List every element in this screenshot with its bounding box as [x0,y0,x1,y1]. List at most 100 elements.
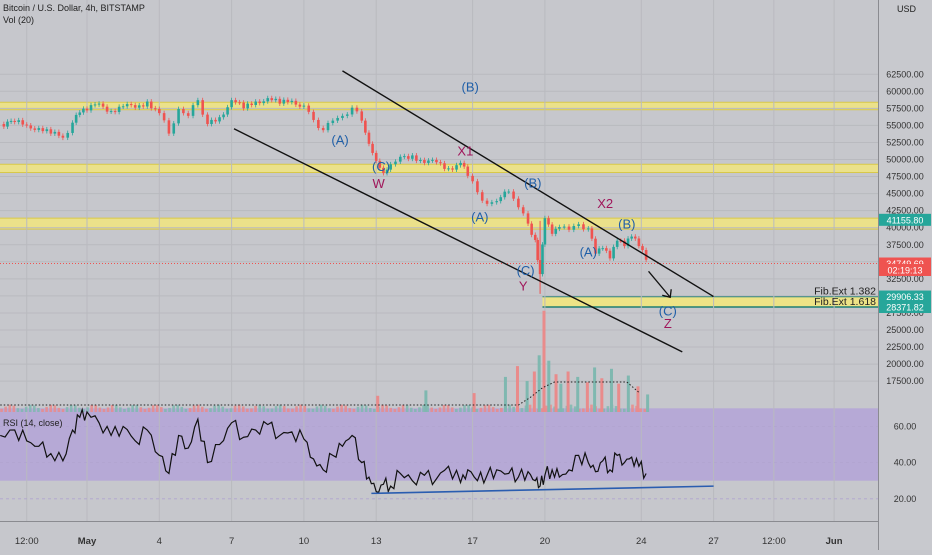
volume-bar [196,404,200,412]
volume-bar [24,406,28,412]
candle [109,111,113,113]
volume-bar [561,408,565,412]
candle [586,228,590,230]
candle [536,239,539,261]
candle [321,128,325,131]
candle [480,192,484,201]
volume-bar [299,404,302,412]
price-tick-label: 42500.00 [886,206,924,216]
volume-bar [282,406,286,412]
volume-bar [340,404,343,412]
volume-bar [311,408,315,412]
price-badge-label: 02:19:13 [887,265,922,275]
volume-bar [622,408,626,412]
price-tick-label: 37500.00 [886,240,924,250]
volume-bar [69,404,73,412]
candle [439,162,442,164]
volume-bar [164,408,167,412]
candle [495,201,498,203]
volume-bar [323,405,327,412]
volume-bar [94,405,98,412]
candle [364,120,367,133]
volume-bar [33,405,36,412]
volume-bar [598,408,602,412]
volume-bar [376,395,380,412]
candle [238,102,241,104]
candle [512,191,515,199]
volume-ma-line [0,381,640,406]
candle [101,103,105,107]
volume-bar [590,404,593,412]
candle [382,167,385,174]
candle [407,156,410,159]
candle [385,169,389,174]
candle [423,160,426,163]
volume-bar [57,407,61,412]
rsi-band [0,408,878,481]
volume-bar [569,404,573,412]
volume-bar [508,404,511,412]
volume-bar [397,407,401,412]
volume-bar [487,404,491,412]
arrow-head [662,289,672,299]
currency-label[interactable]: USD [897,4,917,14]
candle [186,113,190,116]
volume-bar [237,404,241,412]
candle [117,106,121,112]
volume-bar [139,407,143,412]
candle [419,160,422,162]
volume-bar [315,406,319,412]
candle [443,163,446,169]
candle [182,109,185,114]
volume-bar [593,367,597,412]
candle [298,104,302,107]
candle [37,128,41,130]
candle [455,165,458,170]
volume-bar [192,405,196,412]
candle [93,104,97,106]
candle [250,103,253,105]
candle [29,125,33,129]
price-tick-label: 57500.00 [886,103,924,113]
volume-bar [213,405,216,412]
candle [172,123,176,134]
volume-bar [4,406,7,412]
volume-bar [585,382,589,412]
rsi-tick-label: 20.00 [894,494,917,504]
volume-bar [438,407,442,412]
volume-bar [525,380,529,412]
volume-bar [319,404,323,412]
volume-bar [541,408,544,412]
candle [326,123,330,131]
volume-bar [114,405,118,412]
volume-bar [45,406,48,412]
candle [41,128,45,132]
chart-title: Bitcoin / U.S. Dollar, 4h, BITSTAMP [3,3,145,13]
candle [597,248,601,254]
candle [394,161,397,165]
volume-bar [82,408,85,412]
volume-bar [424,390,428,412]
time-tick-label: 10 [299,536,310,547]
candle [230,100,233,108]
candle [345,114,349,116]
candle [2,124,6,127]
volume-bar [446,404,450,412]
candle [105,106,109,112]
support-zone [0,218,878,230]
price-badge [879,213,931,226]
candle [623,240,626,247]
time-tick-label: May [78,536,97,547]
price-tick-label: 45000.00 [886,189,924,199]
price-tick-label: 55000.00 [886,120,924,130]
volume-bar [414,408,417,412]
candle [242,102,245,109]
candle [71,122,74,133]
volume-bar [20,408,24,412]
wave-label: (A) [331,132,348,147]
volume-bar [537,355,541,412]
candle [594,238,597,254]
volume-bar [328,408,331,412]
volume-bar [542,310,546,412]
